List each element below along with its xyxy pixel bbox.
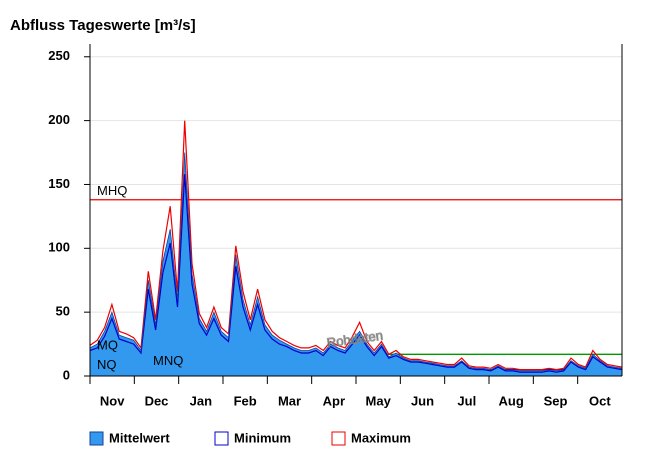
line bbox=[89, 152, 623, 372]
legend-swatch bbox=[331, 431, 346, 446]
reference-label: MQ bbox=[97, 338, 118, 353]
reference-label: MHQ bbox=[97, 183, 127, 198]
y-tick-label: 250 bbox=[48, 48, 70, 63]
x-tick-label: Sep bbox=[544, 393, 568, 408]
legend-swatch bbox=[214, 431, 229, 446]
y-tick-label: 50 bbox=[56, 304, 70, 319]
x-tick-label: Feb bbox=[234, 393, 257, 408]
legend-label: Minimum bbox=[234, 430, 291, 445]
x-tick-label: Mar bbox=[278, 393, 301, 408]
x-tick-label: Jul bbox=[457, 393, 476, 408]
y-tick-label: 100 bbox=[48, 240, 70, 255]
y-tick-label: 0 bbox=[63, 367, 70, 382]
line bbox=[89, 174, 623, 373]
reference-label: NQ bbox=[97, 357, 117, 372]
chart-title: Abfluss Tageswerte [m³/s] bbox=[10, 17, 196, 34]
area bbox=[90, 152, 622, 376]
x-tick-label: Dec bbox=[145, 393, 169, 408]
x-tick-label: Jun bbox=[411, 393, 434, 408]
line bbox=[89, 120, 623, 371]
x-tick-label: Nov bbox=[100, 393, 125, 408]
x-tick-label: Aug bbox=[499, 393, 524, 408]
x-tick-label: Apr bbox=[323, 393, 345, 408]
y-tick-label: 200 bbox=[48, 112, 70, 127]
legend-swatch bbox=[89, 431, 104, 446]
legend-label: Maximum bbox=[351, 430, 411, 445]
legend-label: Mittelwert bbox=[109, 430, 170, 445]
y-tick-label: 150 bbox=[48, 176, 70, 191]
reference-label: MNQ bbox=[153, 353, 183, 368]
legend-item: Maximum bbox=[331, 430, 411, 446]
x-tick-label: Oct bbox=[589, 393, 611, 408]
x-tick-label: May bbox=[366, 393, 392, 408]
x-tick-label: Jan bbox=[190, 393, 212, 408]
legend-item: Minimum bbox=[214, 430, 291, 446]
legend-item: Mittelwert bbox=[89, 430, 170, 446]
